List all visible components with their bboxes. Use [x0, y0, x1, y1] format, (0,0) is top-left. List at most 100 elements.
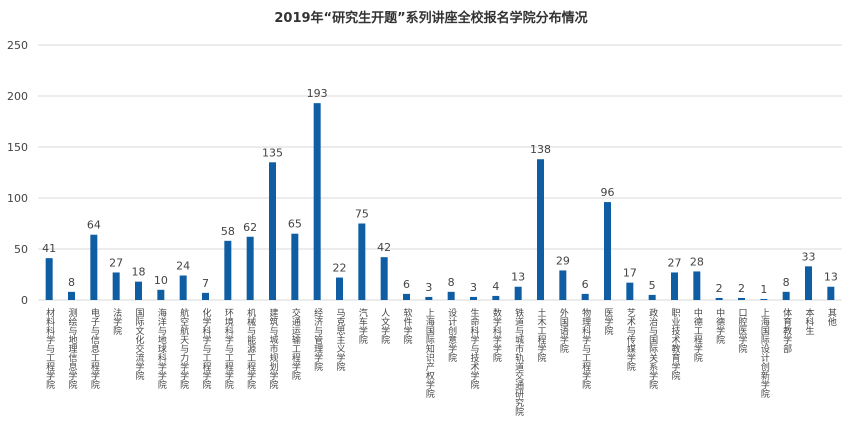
data-label: 3	[470, 281, 477, 294]
bar	[648, 294, 656, 300]
data-label: 193	[307, 87, 328, 100]
x-tick-label: 上海国际知识产权学院	[424, 308, 435, 399]
bar	[492, 295, 500, 300]
data-label: 13	[824, 271, 838, 284]
x-tick-label: 航空航天与力学学院	[178, 307, 189, 390]
bar	[380, 257, 388, 300]
data-label: 27	[668, 256, 682, 269]
bar	[112, 272, 120, 300]
bar	[715, 297, 723, 300]
data-label: 6	[582, 278, 589, 291]
data-label: 2	[716, 282, 723, 295]
bar	[179, 275, 187, 300]
data-label: 24	[176, 260, 190, 273]
data-label: 64	[87, 219, 101, 232]
x-tick-label: 国际文化交流学院	[134, 308, 145, 381]
bar	[470, 296, 477, 300]
x-tick-label: 艺术与传媒学院	[625, 308, 636, 372]
data-label: 138	[530, 143, 551, 156]
y-tick-label: 50	[14, 243, 28, 256]
x-tick-label: 汽车学院	[357, 307, 368, 345]
x-tick-label: 电子与信息工程学院	[89, 307, 100, 390]
bar	[581, 293, 589, 300]
bar	[358, 223, 366, 300]
x-tick-label: 生命科学与技术学院	[469, 307, 480, 390]
bar	[626, 282, 634, 300]
x-tick-label: 马克思主义学院	[335, 308, 346, 372]
data-label: 62	[243, 221, 257, 234]
bar	[45, 258, 53, 300]
bar	[693, 271, 701, 300]
data-label: 10	[154, 274, 168, 287]
bar	[537, 159, 544, 300]
x-tick-label: 软件学院	[402, 307, 413, 345]
x-tick-label: 化学科学与工程学院	[201, 307, 212, 390]
bar	[447, 291, 455, 300]
data-label: 13	[511, 271, 525, 284]
bar	[738, 297, 745, 300]
x-tick-label: 海洋与地球科学学院	[156, 307, 167, 390]
bar	[782, 291, 790, 300]
x-tick-label: 铁道与城市轨道交通研究院	[513, 307, 524, 417]
x-tick-label: 职业技术教育学院	[670, 308, 681, 381]
x-tick-label: 本科生	[804, 307, 815, 335]
data-label: 42	[377, 241, 391, 254]
data-label: 1	[760, 283, 767, 296]
data-label: 58	[221, 225, 235, 238]
data-label: 65	[288, 218, 302, 231]
bar	[425, 296, 433, 300]
bar	[68, 291, 75, 300]
x-tick-label: 物理科学与工程学院	[580, 307, 591, 390]
data-label: 7	[202, 277, 209, 290]
data-label: 8	[68, 276, 75, 289]
x-tick-label: 土木工程学院	[536, 307, 547, 363]
data-label: 5	[649, 279, 656, 292]
chart-title: 2019年“研究生开题”系列讲座全校报名学院分布情况	[274, 10, 587, 26]
x-tick-label: 中德工程学院	[692, 307, 703, 363]
data-label: 75	[355, 208, 369, 221]
x-tick-label: 机械与能源工程学院	[245, 307, 256, 390]
x-tick-label: 法学院	[111, 307, 122, 336]
data-label: 27	[109, 256, 123, 269]
bar	[671, 272, 678, 300]
bar	[805, 266, 812, 300]
x-tick-label: 设计创意学院	[446, 308, 457, 363]
bar	[514, 286, 522, 300]
y-tick-label: 150	[7, 141, 28, 154]
data-label: 8	[783, 276, 790, 289]
bar	[291, 233, 299, 300]
x-tick-label: 环境科学与工程学院	[223, 308, 234, 390]
y-tick-label: 100	[7, 192, 28, 205]
x-tick-label: 经济与管理学院	[312, 307, 323, 372]
bar	[90, 234, 98, 300]
data-label: 3	[425, 281, 432, 294]
bar	[269, 162, 276, 300]
x-tick-label: 数学科学学院	[491, 307, 502, 363]
data-label: 96	[601, 186, 615, 199]
y-tick-label: 0	[21, 294, 28, 307]
x-tick-label: 医学院	[603, 308, 614, 336]
bar	[135, 281, 142, 300]
data-label: 33	[802, 250, 816, 263]
x-tick-label: 交通运输工程学院	[290, 307, 301, 381]
data-label: 29	[556, 254, 570, 267]
data-label: 4	[492, 280, 499, 293]
bar	[403, 293, 410, 300]
data-label: 18	[132, 266, 146, 279]
data-label: 135	[262, 146, 283, 159]
y-tick-label: 250	[7, 39, 28, 52]
x-tick-label: 上海国际设计创新学院	[759, 308, 770, 399]
data-label: 6	[403, 278, 410, 291]
data-label: 17	[623, 267, 637, 280]
data-label: 41	[42, 242, 56, 255]
data-label: 2	[738, 282, 745, 295]
data-label: 8	[448, 276, 455, 289]
bar	[157, 289, 165, 300]
bar	[313, 103, 321, 300]
x-tick-label: 测绘与地理信息学院	[67, 308, 78, 390]
bar	[202, 292, 209, 300]
x-tick-label: 其他	[826, 308, 837, 327]
bar	[336, 277, 343, 300]
x-tick-label: 中德学院	[714, 307, 725, 345]
